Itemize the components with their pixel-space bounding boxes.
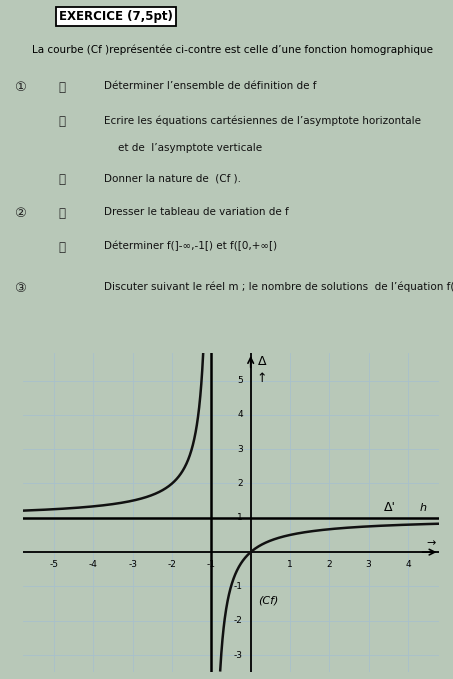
Text: -5: -5: [50, 559, 58, 568]
Text: ①: ①: [14, 81, 25, 94]
Text: 2: 2: [237, 479, 243, 488]
Text: ⓒ: ⓒ: [59, 173, 66, 186]
Text: -1: -1: [234, 582, 243, 591]
Text: Déterminer f(]-∞,-1[) et f([0,+∞[): Déterminer f(]-∞,-1[) et f([0,+∞[): [104, 241, 277, 251]
Text: 4: 4: [237, 410, 243, 420]
Text: Ecrire les équations cartésiennes de l’asymptote horizontale: Ecrire les équations cartésiennes de l’a…: [104, 115, 421, 126]
Text: ⓑ: ⓑ: [59, 115, 66, 128]
Text: -4: -4: [89, 559, 98, 568]
Text: 3: 3: [366, 559, 371, 568]
Text: -3: -3: [128, 559, 137, 568]
Text: Déterminer l’ensemble de définition de f: Déterminer l’ensemble de définition de f: [104, 81, 317, 92]
Text: ⓑ: ⓑ: [59, 241, 66, 254]
Text: (Cf): (Cf): [258, 595, 278, 606]
Text: -3: -3: [234, 650, 243, 659]
Text: ↑: ↑: [256, 372, 267, 385]
Text: -1: -1: [207, 559, 216, 568]
Text: et de  l’asymptote verticale: et de l’asymptote verticale: [118, 143, 262, 153]
Text: EXERCICE (7,5pt): EXERCICE (7,5pt): [59, 10, 173, 23]
Text: Donner la nature de  (Cf ).: Donner la nature de (Cf ).: [104, 173, 241, 183]
Text: Dresser le tableau de variation de f: Dresser le tableau de variation de f: [104, 207, 289, 217]
Text: -2: -2: [234, 617, 243, 625]
Text: 1: 1: [237, 513, 243, 522]
Text: 5: 5: [237, 376, 243, 385]
Text: -2: -2: [168, 559, 177, 568]
Text: Discuter suivant le réel m ; le nombre de solutions  de l’équation f(x) = m: Discuter suivant le réel m ; le nombre d…: [104, 282, 453, 292]
Text: La courbe (Cf )représentée ci-contre est celle d’une fonction homographique: La courbe (Cf )représentée ci-contre est…: [32, 44, 433, 54]
Text: ⓐ: ⓐ: [59, 81, 66, 94]
Text: Δ: Δ: [257, 355, 266, 368]
Text: h: h: [420, 503, 427, 513]
Text: 2: 2: [327, 559, 332, 568]
Text: 1: 1: [287, 559, 293, 568]
Text: →: →: [426, 538, 435, 549]
Text: ③: ③: [14, 282, 25, 295]
Text: 4: 4: [405, 559, 411, 568]
Text: 3: 3: [237, 445, 243, 454]
Text: ⓐ: ⓐ: [59, 207, 66, 220]
Text: ②: ②: [14, 207, 25, 220]
Text: Δ': Δ': [384, 501, 396, 514]
